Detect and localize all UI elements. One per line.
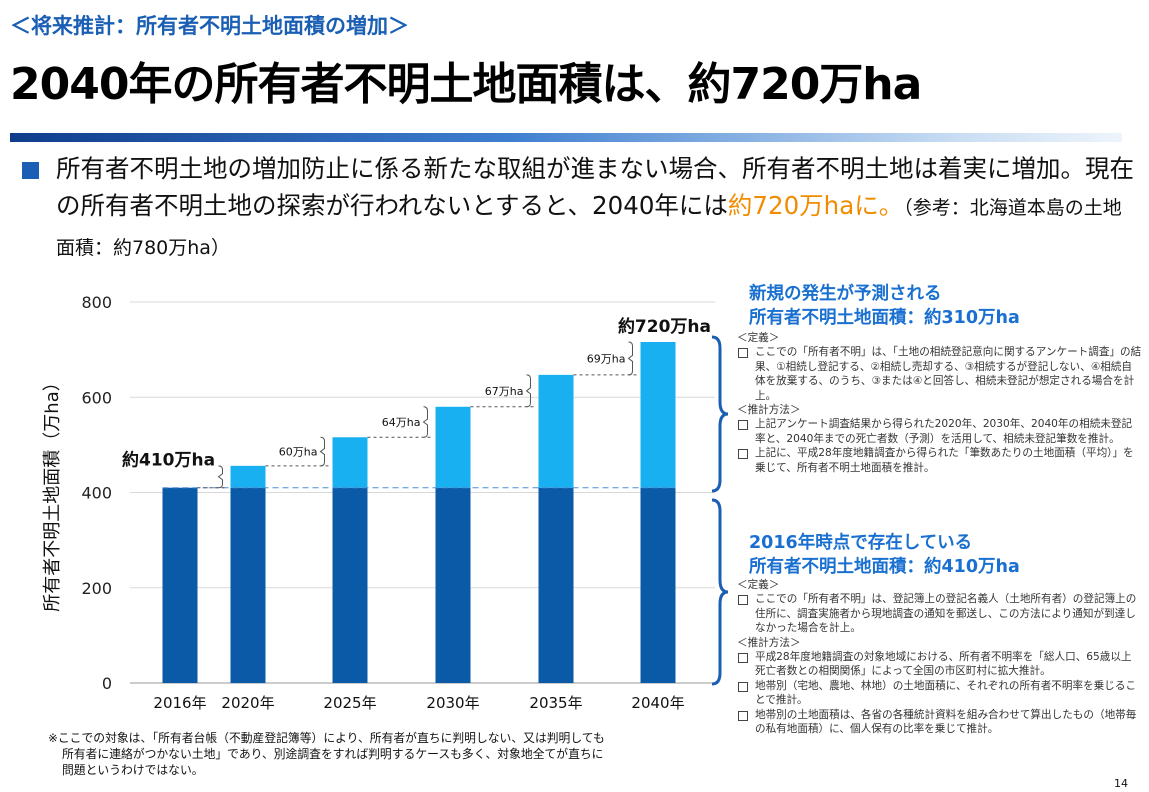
bar-new [332, 437, 368, 488]
intro-text: 所有者不明土地の増加防止に係る新たな取組が進まない場合、所有者不明土地は着実に増… [56, 154, 1134, 220]
brace-new-icon [711, 335, 729, 493]
increment-label: 69万ha [587, 352, 626, 365]
start-value-label: 約410万ha [122, 450, 215, 471]
increment-bracket-icon [422, 406, 428, 438]
increment-bracket-icon [217, 465, 223, 489]
increment-label: 64万ha [382, 416, 421, 429]
new-section-heading-line2: 所有者不明土地面積：約310万ha [749, 308, 1020, 328]
x-tick-label: 2020年 [221, 694, 274, 712]
brace-existing-icon [711, 498, 729, 686]
checkbox-square-icon [738, 681, 748, 692]
x-tick-label: 2030年 [426, 694, 479, 712]
bar-existing [162, 487, 198, 683]
bar-new [538, 374, 574, 488]
bar-new [435, 406, 471, 488]
bar-existing [230, 487, 266, 683]
new-definition-item-text: ここでの「所有者不明」は、「土地の相続登記意向に関するアンケート調査」の結果、①… [755, 346, 1142, 402]
intro-note: （参考：北海道本島の土地面積：約780万ha） [56, 197, 1122, 259]
y-tick-label: 800 [81, 293, 112, 312]
new-method-item-text: 上記アンケート調査結果から得られた2020年、2030年、2040年の相続未登記… [755, 418, 1133, 445]
new-method-item-1: 上記アンケート調査結果から得られた2020年、2030年、2040年の相続未登記… [737, 417, 1142, 446]
bar-existing [435, 487, 471, 683]
bar-existing [538, 487, 574, 683]
footnote-line-1: ※ここでの対象は、「所有者台帳（不動産登記簿等）により、所有者が直ちに判明しない… [48, 731, 605, 745]
intro-highlight: 約720万haに。 [727, 191, 904, 220]
increment-label: 60万ha [279, 446, 318, 459]
bar-existing [640, 487, 676, 683]
increment-label: 67万ha [485, 385, 524, 398]
y-tick-label: 600 [81, 388, 112, 407]
bar-new [640, 342, 676, 488]
existing-definition-item-1: ここでの「所有者不明」は、登記簿上の登記名義人（土地所有者）の登記簿上の住所に、… [737, 592, 1142, 635]
page-number: 14 [1114, 777, 1128, 790]
new-section-body: ＜定義＞ ここでの「所有者不明」は、「土地の相続登記意向に関するアンケート調査」の… [737, 331, 1142, 475]
checkbox-square-icon [738, 420, 748, 431]
increment-bracket-icon [525, 374, 531, 408]
existing-section-body: ＜定義＞ ここでの「所有者不明」は、登記簿上の登記名義人（土地所有者）の登記簿上の… [737, 578, 1142, 736]
x-tick-label: 2040年 [631, 694, 684, 712]
checkbox-square-icon [738, 348, 748, 359]
slide-title: 2040年の所有者不明土地面積は、約720万ha [10, 59, 922, 110]
existing-method-item-2: 地帯別（宅地、農地、林地）の土地面積に、それぞれの所有者不明率を乗じることで推計… [737, 679, 1142, 708]
checkbox-square-icon [738, 595, 748, 606]
existing-method-item-3: 地帯別の土地面積は、各省の各種統計資料を組み合わせて算出したもの（地帯毎の私有地… [737, 708, 1142, 737]
x-tick-label: 2016年 [153, 694, 206, 712]
increment-bracket-icon [319, 436, 325, 467]
y-tick-label: 200 [81, 579, 112, 598]
increment-bracket-icon [627, 341, 633, 376]
new-method-item-2: 上記に、平成28年度地籍調査から得られた「筆数あたりの土地面積（平均）」を乗じて… [737, 446, 1142, 475]
bullet-square-icon [22, 162, 39, 179]
new-definition-item-1: ここでの「所有者不明」は、「土地の相続登記意向に関するアンケート調査」の結果、①… [737, 345, 1142, 403]
existing-section-heading-line2: 所有者不明土地面積：約410万ha [749, 557, 1020, 577]
x-tick-label: 2025年 [323, 694, 376, 712]
intro-paragraph: 所有者不明土地の増加防止に係る新たな取組が進まない場合、所有者不明土地は着実に増… [56, 150, 1136, 267]
existing-section-heading: 2016年時点で存在している 所有者不明土地面積：約410万ha [749, 531, 1020, 579]
bar-existing [332, 487, 368, 683]
end-value-label: 約720万ha [618, 316, 711, 337]
new-method-item-text: 上記に、平成28年度地籍調査から得られた「筆数あたりの土地面積（平均）」を乗じて… [755, 447, 1134, 474]
slide-subtitle: ＜将来推計：所有者不明土地面積の増加＞ [10, 14, 409, 38]
footnote: ※ここでの対象は、「所有者台帳（不動産登記簿等）により、所有者が直ちに判明しない… [48, 730, 698, 778]
existing-definition-label: ＜定義＞ [737, 579, 780, 591]
existing-method-item-text: 地帯別の土地面積は、各省の各種統計資料を組み合わせて算出したもの（地帯毎の私有地… [755, 708, 1137, 736]
new-definition-label: ＜定義＞ [737, 332, 780, 344]
new-section-heading-line1: 新規の発生が予測される [749, 284, 942, 304]
x-tick-label: 2035年 [529, 694, 582, 712]
existing-definition-item-text: ここでの「所有者不明」は、登記簿上の登記名義人（土地所有者）の登記簿上の住所に、… [755, 593, 1137, 635]
bar-new [230, 465, 266, 488]
checkbox-square-icon [738, 710, 748, 721]
existing-method-label: ＜推計方法＞ [737, 636, 801, 649]
y-axis-label: 所有者不明土地面積（万ha） [42, 373, 63, 611]
y-tick-label: 400 [81, 484, 112, 503]
y-tick-label: 0 [102, 674, 112, 693]
bar-chart: 0 200 400 600 800 所有者不明土地面積（万ha） 2016年 2020年 202… [42, 293, 715, 712]
title-divider [10, 133, 1122, 142]
existing-method-item-1: 平成28年度地籍調査の対象地域における、所有者不明率を「総人口、65歳以上死亡者… [737, 650, 1142, 679]
footnote-line-3: 問題というわけではない。 [62, 763, 204, 777]
checkbox-square-icon [738, 653, 748, 664]
existing-method-item-text: 平成28年度地籍調査の対象地域における、所有者不明率を「総人口、65歳以上死亡者… [755, 651, 1132, 678]
existing-section-heading-line1: 2016年時点で存在している [749, 533, 973, 553]
new-method-label: ＜推計方法＞ [737, 404, 801, 417]
checkbox-square-icon [738, 449, 748, 460]
footnote-line-2: 所有者に連絡がつかない土地」であり、別途調査をすれば判明するケースも多く、対象地… [62, 747, 604, 761]
existing-method-item-text: 地帯別（宅地、農地、林地）の土地面積に、それぞれの所有者不明率を乗じることで推計… [755, 679, 1137, 707]
new-section-heading: 新規の発生が予測される 所有者不明土地面積：約310万ha [749, 282, 1020, 330]
